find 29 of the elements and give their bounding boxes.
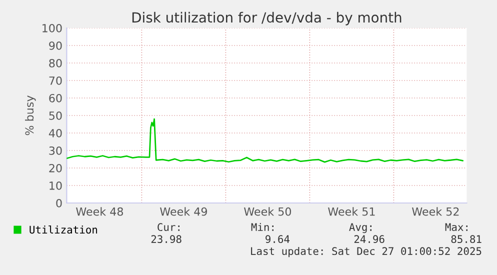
y-tick-label: 20 (49, 164, 62, 172)
x-tick-label: Week 51 (328, 207, 375, 216)
x-tick-label: Week 50 (244, 207, 292, 216)
y-tick-label: 0 (56, 198, 62, 208)
y-tick-label: 10 (50, 181, 62, 190)
text: 9.64 (266, 235, 290, 244)
line-series (66, 118, 464, 163)
y-tick-label: 100 (42, 24, 62, 32)
x-tick-label: Week 52 (412, 207, 459, 216)
y-tick-label: 30 (49, 146, 62, 155)
y-tick-label: 60 (49, 94, 62, 102)
y-tick-label: 90 (49, 41, 62, 50)
text: Avg: (349, 223, 372, 234)
chart-title: Disk utilization for /dev/vda - by month (132, 12, 402, 26)
x-tick-label: Week 48 (76, 207, 123, 216)
y-tick-label: 70 (49, 76, 62, 85)
text: Cur: (158, 223, 180, 232)
text: Min: (251, 222, 274, 231)
text: Max: (445, 223, 468, 232)
legend-label: Utilization (30, 225, 98, 234)
y-tick-label: 80 (49, 58, 62, 68)
y-tick-label: 50 (49, 111, 62, 120)
text: 24.96 (354, 235, 384, 244)
y-axis-title: % busy (25, 96, 36, 136)
text: Last update: Sat Dec 27 01:00:52 2025 (251, 246, 482, 258)
text: 85.81 (451, 235, 482, 244)
x-tick-label: Week 49 (160, 207, 207, 216)
text: 23.98 (151, 235, 182, 244)
y-tick-label: 40 (48, 128, 62, 138)
